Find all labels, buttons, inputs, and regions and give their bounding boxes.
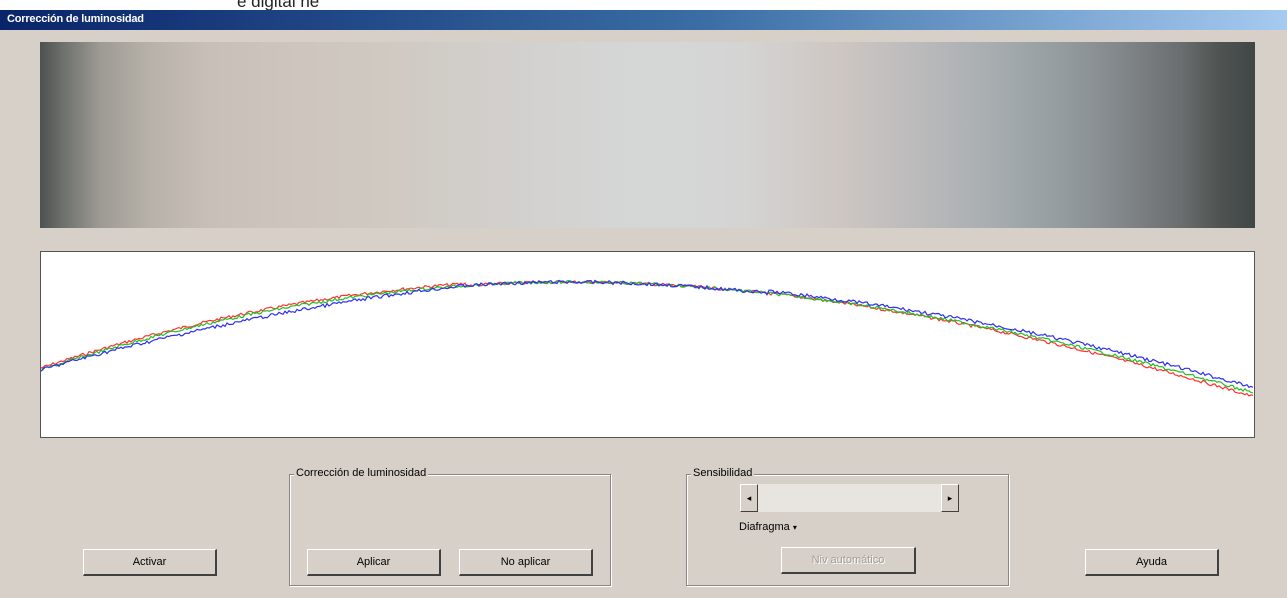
correction-group-legend: Corrección de luminosidad [294,467,429,479]
diaphragm-dropdown[interactable]: Diafragma ▾ [739,521,797,533]
window-title: Corrección de luminosidad [7,13,144,25]
scroll-left-arrow-icon[interactable]: ◂ [740,484,758,512]
diaphragm-label: Diafragma [739,521,790,533]
luminosity-curves [41,279,1254,397]
caret-down-icon: ▾ [792,523,797,532]
help-button[interactable]: Ayuda [1085,549,1219,576]
sensitivity-scrollbar[interactable]: ◂ ▸ [740,484,959,512]
window-titlebar[interactable]: Corrección de luminosidad [0,10,1287,30]
apply-button[interactable]: Aplicar [307,549,441,576]
blue-curve [41,279,1254,389]
sensitivity-group: Sensibilidad [686,467,1009,586]
scroll-right-arrow-icon[interactable]: ▸ [941,484,959,512]
luminosity-graph [40,251,1255,438]
no-apply-button[interactable]: No aplicar [459,549,593,576]
green-curve [41,279,1254,394]
auto-level-button[interactable]: Niv automático [781,547,916,574]
luminosity-preview-strip [40,42,1255,228]
sensitivity-group-legend: Sensibilidad [691,467,755,479]
clipped-background-text: e digital ne [237,0,320,11]
red-curve [41,280,1254,397]
top-strip: e digital ne [0,0,1287,11]
activar-button[interactable]: Activar [83,549,217,576]
correction-group: Corrección de luminosidad [289,467,611,586]
